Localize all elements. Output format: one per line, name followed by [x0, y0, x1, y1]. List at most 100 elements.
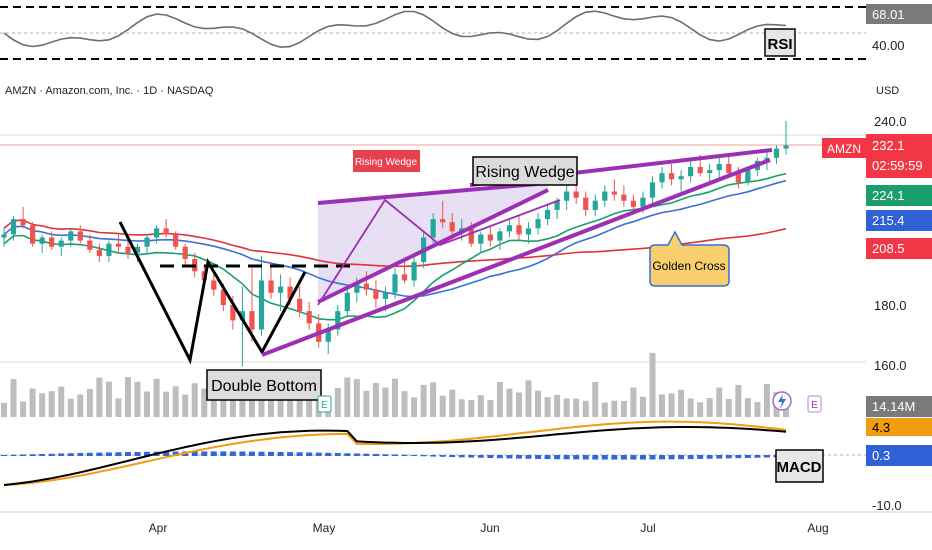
candle — [211, 274, 217, 296]
candle-body — [440, 219, 446, 223]
macd-histogram-bar — [325, 452, 332, 456]
macd-histogram-bar — [678, 455, 685, 460]
earnings-event-marker-upcoming[interactable] — [807, 395, 822, 413]
macd-bottom-badge — [866, 445, 932, 466]
candle — [39, 234, 45, 253]
rsi-value-badge — [866, 4, 932, 24]
volume-bar — [659, 394, 666, 417]
volume-bar — [306, 395, 313, 417]
volume-bar — [105, 381, 112, 417]
rising-wedge-tag-text: Rising Wedge — [355, 157, 418, 168]
price-tick-180: 180.0 — [874, 298, 907, 313]
volume-bar — [668, 393, 675, 417]
volume-bar — [573, 398, 580, 417]
macd-histogram-bar — [39, 453, 46, 456]
candle — [621, 185, 627, 207]
macd-bottom-tick: -10.0 — [872, 498, 902, 513]
candle-body — [745, 170, 751, 183]
macd-histogram-bar — [401, 454, 408, 456]
candle — [96, 243, 102, 263]
candle — [68, 228, 74, 247]
candle — [1, 228, 7, 247]
rising-wedge-label: Rising Wedge — [475, 164, 574, 181]
volume-bar — [411, 397, 418, 417]
volume-bar — [344, 377, 351, 417]
volume-bar — [392, 378, 398, 417]
candle-body — [668, 173, 675, 180]
last-price-value: 232.1 — [872, 138, 905, 153]
candle-body — [335, 311, 341, 330]
macd-histogram-bar — [229, 451, 236, 456]
macd-label: MACD — [777, 459, 822, 476]
price-panel: Rising Wedge Rising Wedge Double Bottom … — [0, 114, 932, 417]
volume-badge — [866, 396, 932, 417]
candle-body — [144, 237, 150, 247]
rising-wedge-label-box — [472, 156, 578, 186]
macd-top-value: 4.3 — [872, 420, 890, 435]
earnings-event-letter: E — [321, 400, 328, 411]
earnings-event-marker[interactable] — [317, 395, 332, 413]
macd-histogram-bar — [735, 455, 742, 459]
rsi-label: RSI — [767, 36, 792, 53]
candle — [258, 255, 265, 336]
macd-histogram-bar — [620, 455, 627, 460]
candle-body — [344, 292, 350, 312]
candle-body — [220, 289, 226, 305]
candle — [611, 179, 617, 201]
candle — [411, 255, 417, 287]
candle — [58, 237, 64, 256]
candle-body — [277, 286, 284, 293]
volume-bar — [744, 398, 751, 417]
volume-bar — [763, 383, 770, 417]
candle — [106, 240, 112, 263]
double-bottom-label-box — [206, 369, 322, 401]
volume-bar — [449, 389, 456, 417]
candle-body — [115, 243, 122, 247]
candle-body — [411, 262, 417, 281]
macd-histogram-bar — [306, 452, 313, 456]
volume-bar — [639, 396, 646, 417]
candle — [506, 219, 513, 238]
candle-body — [30, 225, 36, 244]
candle — [773, 145, 780, 164]
candle-body — [297, 298, 303, 312]
volume-bar — [582, 400, 589, 417]
macd-histogram-bar — [706, 455, 713, 459]
volume-bar — [96, 377, 103, 417]
candle — [239, 286, 246, 367]
macd-histogram-bar — [563, 455, 570, 460]
candle-body — [49, 237, 55, 247]
macd-histogram-bar — [86, 452, 93, 456]
macd-histogram-bar — [535, 455, 542, 459]
candle-body — [373, 289, 379, 299]
macd-histogram-bar — [496, 455, 503, 459]
candle-body — [564, 191, 570, 201]
candle-body — [468, 228, 474, 244]
macd-histogram-bar — [515, 455, 522, 459]
symbol-title[interactable]: AMZN · Amazon.com, Inc. · 1D · NASDAQ — [5, 85, 214, 97]
volume-bar — [182, 394, 189, 417]
macd-histogram-bar — [411, 455, 418, 457]
candle — [77, 225, 83, 244]
macd-histogram-bar — [592, 455, 599, 460]
candle — [602, 185, 608, 207]
macd-histogram-bar — [115, 452, 122, 456]
candle — [125, 240, 131, 259]
volume-bar — [496, 381, 503, 417]
candle-body — [602, 191, 608, 201]
macd-histogram-bar — [687, 455, 694, 460]
candle-body — [707, 170, 713, 174]
double-bottom-path — [118, 221, 307, 365]
macd-histogram-bar — [287, 452, 294, 456]
volume-bar — [67, 398, 74, 417]
macd-histogram-bar — [344, 453, 351, 456]
earnings-event-letter-upcoming: E — [811, 400, 818, 411]
macd-line — [3, 426, 787, 486]
candle — [163, 219, 169, 238]
candle — [373, 280, 379, 309]
candle-body — [58, 240, 64, 247]
ma-slow-badge — [866, 238, 932, 259]
macd-histogram-bar — [277, 451, 284, 456]
macd-histogram-bar — [353, 453, 360, 456]
